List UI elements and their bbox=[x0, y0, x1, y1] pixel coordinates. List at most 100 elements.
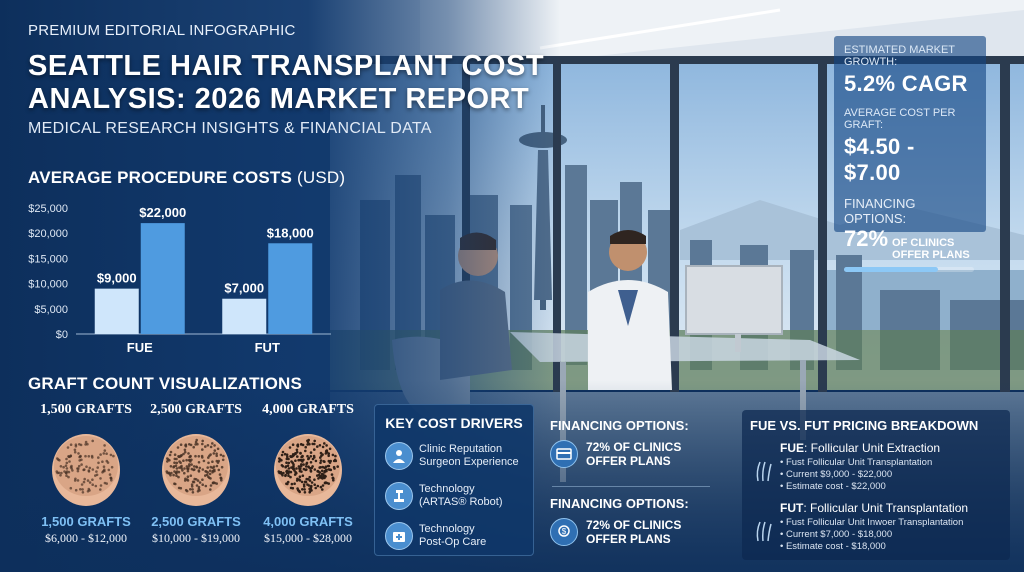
graft-card-2500: 2,500 GRAFTS 2,500 GRAFTS $10,000 - $19,… bbox=[140, 402, 252, 552]
breakdown-name: : Follicular Unit Transplantation bbox=[803, 501, 969, 515]
graft-card-top-label: 1,500 GRAFTS bbox=[40, 402, 132, 417]
driver-line-2: Surgeon Experience bbox=[419, 456, 519, 468]
procedure-cost-bar-chart: $0 $5,000 $10,000 $15,000 $20,000 $25,000 $9,0… bbox=[28, 203, 331, 355]
financing-divider bbox=[552, 486, 710, 487]
bar-value-label: $18,000 bbox=[267, 225, 314, 240]
breakdown-name: : Follicular Unit Extraction bbox=[804, 441, 941, 455]
dollar-hand-icon: $ bbox=[550, 518, 578, 546]
bar-fut-1 bbox=[268, 243, 313, 334]
driver-line-2: (ARTAS® Robot) bbox=[419, 496, 503, 508]
financing-panel-1: FINANCING OPTIONS: 72% OF CLINICS OFFER … bbox=[550, 418, 716, 488]
y-tick-label: $0 bbox=[56, 329, 68, 341]
stats-financing-value: 72% OF CLINICS OFFER PLANS bbox=[844, 226, 976, 261]
growth-label: ESTIMATED MARKET GROWTH: bbox=[844, 44, 955, 68]
doctor-icon bbox=[385, 442, 413, 470]
x-category-label: FUE bbox=[127, 340, 153, 355]
financing-text: 72% OF CLINICS OFFER PLANS bbox=[586, 518, 681, 546]
driver-line-1: Clinic Reputation bbox=[419, 443, 503, 455]
bar-value-label: $7,000 bbox=[224, 281, 264, 296]
financing-panel-2: FINANCING OPTIONS: $ 72% OF CLINICS OFFE… bbox=[550, 496, 716, 566]
head-density-low-icon bbox=[52, 434, 120, 506]
bar-value-label: $9,000 bbox=[97, 271, 137, 286]
chart-title: AVERAGE PROCEDURE COSTS (USD) bbox=[28, 168, 345, 188]
breakdown-item: • Current $7,000 - $18,000 bbox=[780, 529, 893, 540]
y-tick-label: $10,000 bbox=[28, 279, 68, 291]
key-cost-drivers-panel: KEY COST DRIVERS Clinic Reputation Surge… bbox=[374, 404, 534, 556]
financing-line-2: OFFER PLANS bbox=[586, 532, 671, 546]
chart-title-text: AVERAGE PROCEDURE COSTS bbox=[28, 168, 293, 187]
stats-financing-percent: 72% bbox=[844, 226, 889, 251]
breakdown-item: • Fust Follicular Unit Inwoer Transplant… bbox=[780, 517, 964, 528]
driver-item: Technology Post-Op Care bbox=[385, 519, 523, 553]
robot-arm-icon bbox=[385, 482, 413, 510]
page-title-line-1: SEATTLE HAIR TRANSPLANT COST bbox=[28, 50, 545, 82]
financing-line-1: 72% OF CLINICS bbox=[586, 440, 682, 454]
financing-progress-fill bbox=[844, 267, 938, 272]
hair-follicle-icon bbox=[756, 461, 772, 482]
driver-text: Technology Post-Op Care bbox=[419, 523, 486, 549]
market-stats-panel: ESTIMATED MARKET GROWTH: 5.2% CAGR AVERA… bbox=[834, 36, 986, 272]
graft-cost-label: AVERAGE COST PER GRAFT: bbox=[844, 107, 956, 131]
driver-text: Clinic Reputation Surgeon Experience bbox=[419, 443, 519, 469]
breakdown-item: • Estimate cost - $18,000 bbox=[780, 541, 886, 552]
medical-kit-icon bbox=[385, 522, 413, 550]
driver-item: Technology (ARTAS® Robot) bbox=[385, 479, 523, 513]
bar-fue-1 bbox=[140, 223, 185, 334]
y-tick-label: $5,000 bbox=[34, 304, 68, 316]
driver-line-2: Post-Op Care bbox=[419, 536, 487, 548]
stats-financing-text: OF CLINICS OFFER PLANS bbox=[892, 237, 970, 261]
page-subtitle: MEDICAL RESEARCH INSIGHTS & FINANCIAL DA… bbox=[28, 120, 432, 137]
stats-financing-line-2: OFFER PLANS bbox=[892, 249, 970, 261]
drivers-title: KEY COST DRIVERS bbox=[385, 415, 523, 431]
breakdown-item: • Estimate cost - $22,000 bbox=[780, 481, 886, 492]
graft-card-price: $15,000 - $28,000 bbox=[264, 531, 352, 545]
pricing-breakdown-panel: FUE VS. FUT PRICING BREAKDOWN FUE: Folli… bbox=[742, 410, 1010, 560]
breakdown-heading: FUE: Follicular Unit Extraction bbox=[780, 441, 1002, 455]
graft-section-heading: GRAFT COUNT VISUALIZATIONS bbox=[28, 374, 303, 393]
financing-title: FINANCING OPTIONS: bbox=[550, 418, 689, 433]
graft-card-top-label: 4,000 GRAFTS bbox=[262, 402, 354, 417]
breakdown-abbr: FUT bbox=[780, 501, 804, 515]
graft-card-price: $10,000 - $19,000 bbox=[152, 531, 240, 545]
graft-card-label: 4,000 GRAFTS bbox=[263, 514, 353, 529]
chart-title-unit: (USD) bbox=[296, 168, 346, 187]
driver-item: Clinic Reputation Surgeon Experience bbox=[385, 439, 523, 473]
breakdown-heading: FUT: Follicular Unit Transplantation bbox=[780, 501, 1002, 515]
financing-text: 72% OF CLINICS OFFER PLANS bbox=[586, 440, 681, 468]
financing-row: 72% OF CLINICS OFFER PLANS bbox=[550, 440, 716, 468]
financing-title: FINANCING OPTIONS: bbox=[550, 496, 689, 511]
bar-fue-0 bbox=[94, 288, 139, 334]
breakdown-block-fue: FUE: Follicular Unit Extraction • Fust F… bbox=[750, 441, 1002, 493]
y-tick-label: $15,000 bbox=[28, 253, 68, 265]
breakdown-block-fut: FUT: Follicular Unit Transplantation • F… bbox=[750, 501, 1002, 553]
graft-card-4000: 4,000 GRAFTS 4,000 GRAFTS $15,000 - $28,… bbox=[252, 402, 364, 552]
page-title: SEATTLE HAIR TRANSPLANT COST ANALYSIS: 2… bbox=[28, 50, 588, 116]
kicker-label: PREMIUM EDITORIAL INFOGRAPHIC bbox=[28, 22, 296, 39]
y-tick-label: $25,000 bbox=[28, 203, 68, 215]
graft-card-label: 2,500 GRAFTS bbox=[151, 514, 241, 529]
hair-follicle-icon bbox=[756, 521, 772, 542]
stats-financing-line-1: OF CLINICS bbox=[892, 237, 955, 249]
head-density-high-icon bbox=[274, 434, 342, 506]
head-density-medium-icon bbox=[162, 434, 230, 506]
graft-card-1500: 1,500 GRAFTS 1,500 GRAFTS $6,000 - $12,0… bbox=[30, 402, 142, 552]
y-tick-label: $20,000 bbox=[28, 228, 68, 240]
graft-card-label: 1,500 GRAFTS bbox=[41, 514, 131, 529]
financing-row: $ 72% OF CLINICS OFFER PLANS bbox=[550, 518, 716, 546]
driver-text: Technology (ARTAS® Robot) bbox=[419, 483, 503, 509]
page-title-line-2: ANALYSIS: 2026 MARKET REPORT bbox=[28, 83, 530, 115]
breakdown-abbr: FUE bbox=[780, 441, 804, 455]
svg-text:$: $ bbox=[562, 527, 567, 536]
bar-fut-0 bbox=[222, 298, 267, 334]
graft-cost-value: $4.50 - $7.00 bbox=[844, 134, 915, 185]
financing-progress-bar bbox=[844, 267, 974, 272]
breakdown-item: • Fust Follicular Unit Transplantation bbox=[780, 457, 933, 468]
growth-value: 5.2% CAGR bbox=[844, 71, 968, 96]
graft-card-top-label: 2,500 GRAFTS bbox=[150, 402, 242, 417]
bar-value-label: $22,000 bbox=[139, 205, 186, 220]
payment-card-icon bbox=[550, 440, 578, 468]
x-category-label: FUT bbox=[255, 340, 280, 355]
driver-line-1: Technology bbox=[419, 523, 475, 535]
stats-financing-label: FINANCING OPTIONS: bbox=[844, 196, 916, 226]
breakdown-title: FUE VS. FUT PRICING BREAKDOWN bbox=[750, 418, 979, 433]
